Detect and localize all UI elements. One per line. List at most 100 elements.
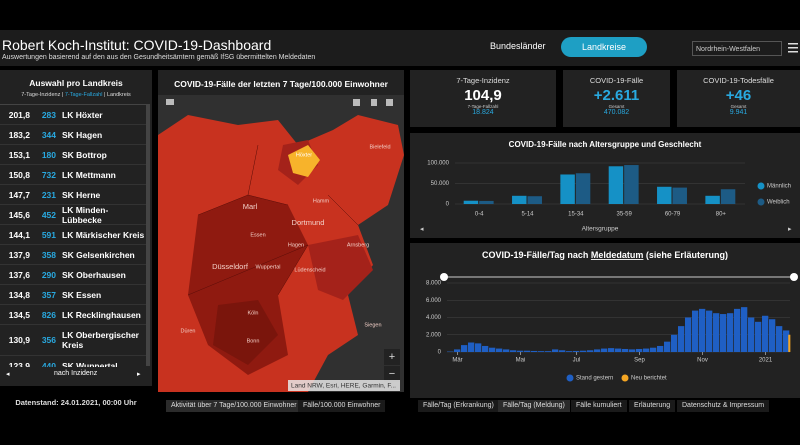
tab-active[interactable]: Landkreise bbox=[561, 37, 647, 57]
bar bbox=[608, 348, 615, 352]
bar bbox=[692, 310, 699, 352]
list-row[interactable]: 183,2 344 SK Hagen bbox=[0, 125, 146, 145]
bottom-tab[interactable]: Fälle/Tag (Meldung) bbox=[498, 400, 570, 412]
title-part: (siehe Erläuterung) bbox=[643, 250, 728, 260]
list-cell: 144,1 bbox=[8, 229, 30, 240]
map-tab[interactable]: Aktivität über 7 Tage/100.000 Einwohner bbox=[166, 400, 302, 412]
bottom-tab[interactable]: Datenschutz & Impressum bbox=[677, 400, 770, 412]
list-cell: SK Herne bbox=[62, 189, 101, 200]
bar bbox=[538, 351, 545, 352]
list-row[interactable]: 144,1 591 LK Märkischer Kreis bbox=[0, 225, 146, 245]
menu-icon[interactable] bbox=[788, 42, 798, 54]
bar bbox=[671, 334, 678, 352]
list-cell: SK Wuppertal bbox=[62, 360, 118, 368]
list-cell: 290 bbox=[41, 269, 56, 280]
x-tick-label: Mai bbox=[516, 358, 526, 364]
list-row[interactable]: 134,8 357 SK Essen bbox=[0, 285, 146, 305]
scrollbar bbox=[146, 104, 150, 366]
sort-label[interactable]: nach Inzidenz bbox=[54, 370, 98, 377]
slider-handle[interactable] bbox=[440, 273, 448, 281]
kpi-sublabel: Gesamt bbox=[730, 104, 747, 109]
list-row[interactable]: 150,8 732 LK Mettmann bbox=[0, 165, 146, 185]
list-row[interactable]: 134,5 826 LK Recklinghausen bbox=[0, 305, 146, 325]
list-cell: 137,9 bbox=[8, 249, 30, 260]
bottom-tab[interactable]: Erläuterung bbox=[629, 400, 676, 412]
legend-label: Männlich bbox=[767, 184, 791, 190]
bar bbox=[608, 166, 624, 204]
legend-item: 7-Tage-Inzidenz bbox=[21, 92, 61, 98]
bar bbox=[699, 308, 706, 352]
list-row[interactable]: 201,8 283 LK Höxter bbox=[0, 105, 146, 125]
list-legend: 7-Tage-Inzidenz | 7-Tage-Fallzahl | Land… bbox=[21, 92, 131, 98]
y-tick-label: 8.000 bbox=[426, 281, 442, 287]
list-cell: SK Gelsenkirchen bbox=[62, 249, 135, 260]
dropdown[interactable]: Nordrhein-Westfalen bbox=[692, 41, 782, 56]
bar bbox=[643, 348, 650, 352]
y-tick-label: 0 bbox=[446, 202, 450, 208]
bar bbox=[463, 200, 479, 204]
tab[interactable]: Bundesländer bbox=[490, 41, 546, 51]
y-tick-label: 2.000 bbox=[426, 332, 442, 338]
city-label: Hagen bbox=[288, 242, 304, 248]
city-label: Hamm bbox=[313, 198, 330, 204]
zoom-in[interactable] bbox=[384, 349, 400, 365]
list-cell: SK Bottrop bbox=[62, 149, 107, 160]
list-row[interactable]: 145,6 452 LK Minden-Lübbecke bbox=[0, 205, 146, 225]
bar bbox=[788, 334, 791, 352]
kpi-value: +46 bbox=[725, 87, 752, 104]
city-label: Wuppertal bbox=[256, 264, 281, 270]
bar bbox=[685, 317, 692, 352]
bar bbox=[748, 317, 755, 352]
list-cell: LK Minden-Lübbecke bbox=[62, 204, 109, 225]
bar bbox=[615, 348, 622, 352]
zoom-out[interactable] bbox=[384, 366, 400, 382]
bar bbox=[475, 343, 482, 352]
bar bbox=[512, 195, 527, 204]
map-toolbar[interactable] bbox=[166, 99, 393, 106]
list-row[interactable]: 130,9 356 LK Oberbergischer Kreis bbox=[0, 325, 146, 356]
title-part: COVID-19-Fälle/Tag nach bbox=[482, 250, 591, 260]
legend-swatch bbox=[566, 374, 574, 382]
legend-swatch bbox=[757, 182, 765, 190]
map-tab[interactable]: Fälle/100.000 Einwohner bbox=[298, 400, 386, 412]
list-cell: 357 bbox=[41, 289, 56, 300]
kpi-title: COVID-19-Fälle bbox=[589, 76, 644, 85]
x-tick-label: Sep bbox=[634, 358, 645, 364]
list-cell: 134,8 bbox=[8, 289, 30, 300]
subtitle: Auswertungen basierend auf den aus den G… bbox=[2, 54, 316, 61]
bar bbox=[587, 350, 594, 352]
map[interactable]: + − Bielefeld Höxter Hamm Marl Dortmund Essen… bbox=[158, 95, 404, 392]
slider-handle[interactable] bbox=[790, 273, 798, 281]
x-tick-label: Nov bbox=[697, 358, 708, 364]
list-row[interactable]: 153,1 180 SK Bottrop bbox=[0, 145, 146, 165]
list-panel: Auswahl pro Landkreis 7-Tage-Inzidenz | … bbox=[0, 70, 152, 386]
kpi-card: COVID-19-Todesfälle +46 Gesamt 9.941 bbox=[677, 70, 800, 127]
list-cell: 440 bbox=[41, 360, 56, 368]
list-cell: 591 bbox=[41, 229, 56, 240]
list-cell: 153,1 bbox=[8, 149, 30, 160]
list-row[interactable]: 137,9 358 SK Gelsenkirchen bbox=[0, 245, 146, 265]
nav: ◂ bbox=[420, 226, 424, 233]
bottom-tab[interactable]: Fälle/Tag (Erkrankung) bbox=[418, 400, 499, 412]
bar bbox=[720, 189, 736, 204]
list-row[interactable]: 123,9 440 SK Wuppertal bbox=[0, 356, 146, 368]
bar bbox=[727, 313, 734, 352]
map-attribution: Land NRW, Esri, HERE, Garmin, F... bbox=[291, 383, 396, 390]
x-tick-label: 80+ bbox=[716, 212, 727, 218]
list-row[interactable]: 147,7 231 SK Herne bbox=[0, 185, 146, 205]
list-cell: SK Hagen bbox=[62, 129, 103, 140]
list-row[interactable]: 137,6 290 SK Oberhausen bbox=[0, 265, 146, 285]
bar bbox=[629, 349, 636, 352]
list-cell: 732 bbox=[41, 169, 56, 180]
list-cell: 358 bbox=[41, 249, 56, 260]
bar bbox=[672, 187, 687, 204]
x-tick-label: 35-59 bbox=[616, 212, 632, 218]
y-tick-label: 100.000 bbox=[427, 161, 449, 167]
bottom-tab[interactable]: Fälle kumuliert bbox=[571, 400, 627, 412]
x-tick-label: 0-4 bbox=[475, 212, 484, 218]
bar bbox=[650, 347, 657, 352]
list-cell: LK Oberbergischer Kreis bbox=[62, 330, 139, 350]
bar bbox=[510, 350, 517, 352]
chart-title[interactable]: COVID-19-Fälle/Tag nach Meldedatum (sieh… bbox=[482, 250, 728, 260]
bar bbox=[496, 348, 503, 352]
